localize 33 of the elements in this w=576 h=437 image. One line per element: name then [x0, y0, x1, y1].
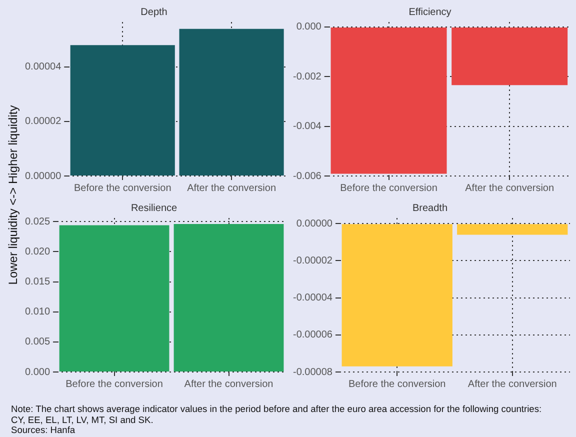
x-tick-label: Before the conversion	[348, 378, 446, 390]
y-tick-label: 0.025	[24, 216, 50, 228]
chart-title: Resilience	[130, 202, 178, 214]
y-tick-label: 0.000	[296, 22, 322, 33]
y-tick-label: -0.004	[292, 121, 322, 132]
y-tick-label: 0.00000	[24, 170, 62, 182]
y-tick-label: 0.00000	[296, 218, 333, 230]
x-tick-label: Before the conversion	[66, 378, 163, 390]
y-tick-label: 0.015	[24, 276, 50, 288]
y-tick-label: 0.000	[24, 366, 50, 378]
chart-title: Depth	[140, 6, 168, 18]
x-tick-label: After the conversion	[465, 182, 554, 194]
y-axis-title: Lower liquidity <-> Higher liquidity	[6, 105, 20, 285]
y-tick-label: -0.00006	[292, 330, 333, 341]
y-tick-label: 0.00002	[24, 116, 62, 128]
x-tick-label: After the conversion	[187, 182, 276, 194]
source-note: Sources: Hanfa	[11, 425, 76, 436]
y-tick-label: -0.00004	[292, 292, 333, 304]
y-tick-label: -0.006	[292, 170, 322, 182]
x-tick-label: Before the conversion	[74, 182, 172, 194]
x-tick-label: Before the conversion	[340, 182, 438, 194]
y-tick-label: 0.005	[24, 336, 50, 348]
chart-title: Efficiency	[408, 6, 452, 18]
chart-title: Breadth	[412, 202, 448, 214]
y-tick-label: 0.010	[24, 306, 50, 318]
y-tick-label: 0.00004	[24, 62, 62, 73]
y-tick-label: 0.020	[24, 246, 50, 258]
y-tick-label: -0.00008	[292, 366, 333, 378]
x-tick-label: After the conversion	[184, 378, 274, 390]
x-tick-label: After the conversion	[468, 378, 557, 390]
y-tick-label: -0.00002	[292, 255, 333, 266]
text: Note: The chart shows average indicator values in the period before and after the euro area accession for the following countries: CY, EE, EL, LT, LV, MT, SI and SK.	[11, 404, 543, 425]
y-tick-label: -0.002	[292, 71, 322, 82]
